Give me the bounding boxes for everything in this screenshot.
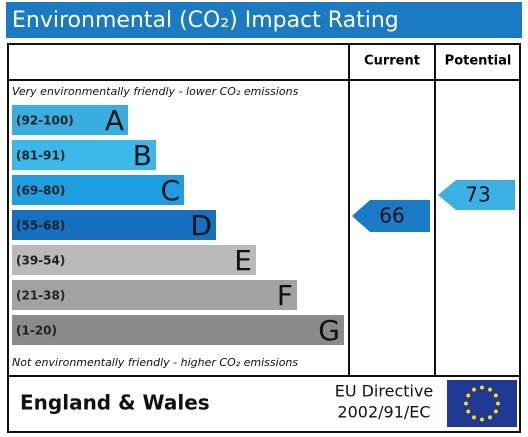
- star: [472, 415, 476, 420]
- star: [480, 417, 484, 422]
- band-range: (55-68): [16, 219, 65, 233]
- band-bar: [12, 175, 184, 205]
- band-range: (21-38): [16, 289, 65, 303]
- bottom-note: Not environmentally friendly - higher CO…: [12, 356, 298, 369]
- band-range: (39-54): [16, 254, 65, 268]
- band-bar: [12, 315, 344, 345]
- band-letter: D: [190, 209, 212, 242]
- band-bar: [12, 140, 156, 170]
- star: [466, 393, 471, 398]
- star: [472, 387, 476, 392]
- band-letter: B: [133, 139, 152, 172]
- star: [480, 385, 484, 390]
- band-range: (81-91): [16, 149, 65, 163]
- band-letter: C: [160, 174, 180, 207]
- band-bar: [12, 210, 216, 240]
- star: [488, 415, 492, 420]
- band-letter: G: [318, 314, 340, 347]
- eu-stars: [464, 385, 500, 422]
- band-range: (69-80): [16, 184, 65, 198]
- band-range: (1-20): [16, 324, 57, 338]
- directive: EU Directive: [335, 382, 434, 401]
- potential-rating: 73: [465, 183, 490, 207]
- band-letter: A: [105, 104, 124, 137]
- title-bar: [6, 2, 522, 38]
- column-header: Potential: [445, 54, 512, 69]
- column-header: Current: [364, 54, 420, 69]
- band-range: (92-100): [16, 114, 74, 128]
- current-rating: 66: [379, 204, 404, 228]
- star: [493, 409, 498, 414]
- potential-arrow: [438, 180, 515, 210]
- top-note: Very environmentally friendly - lower CO…: [12, 85, 299, 98]
- directive: 2002/91/EC: [337, 403, 430, 422]
- star: [496, 401, 500, 406]
- bands: (92-100) A (81-91) B (69-80) C (55-68) D (39-54)…: [12, 104, 344, 347]
- band-bar: [12, 245, 256, 275]
- frame: [7, 43, 521, 433]
- band-letter: E: [234, 244, 252, 277]
- band-bar: [12, 280, 297, 310]
- star: [466, 409, 471, 414]
- current-arrow: [352, 200, 430, 232]
- band-bar: [12, 105, 128, 135]
- star: [464, 401, 468, 406]
- star: [488, 387, 492, 392]
- star: [493, 393, 498, 398]
- title: Environmental (CO₂) Impact Rating: [12, 8, 399, 33]
- region: England & Wales: [20, 391, 210, 415]
- band-letter: F: [277, 279, 293, 312]
